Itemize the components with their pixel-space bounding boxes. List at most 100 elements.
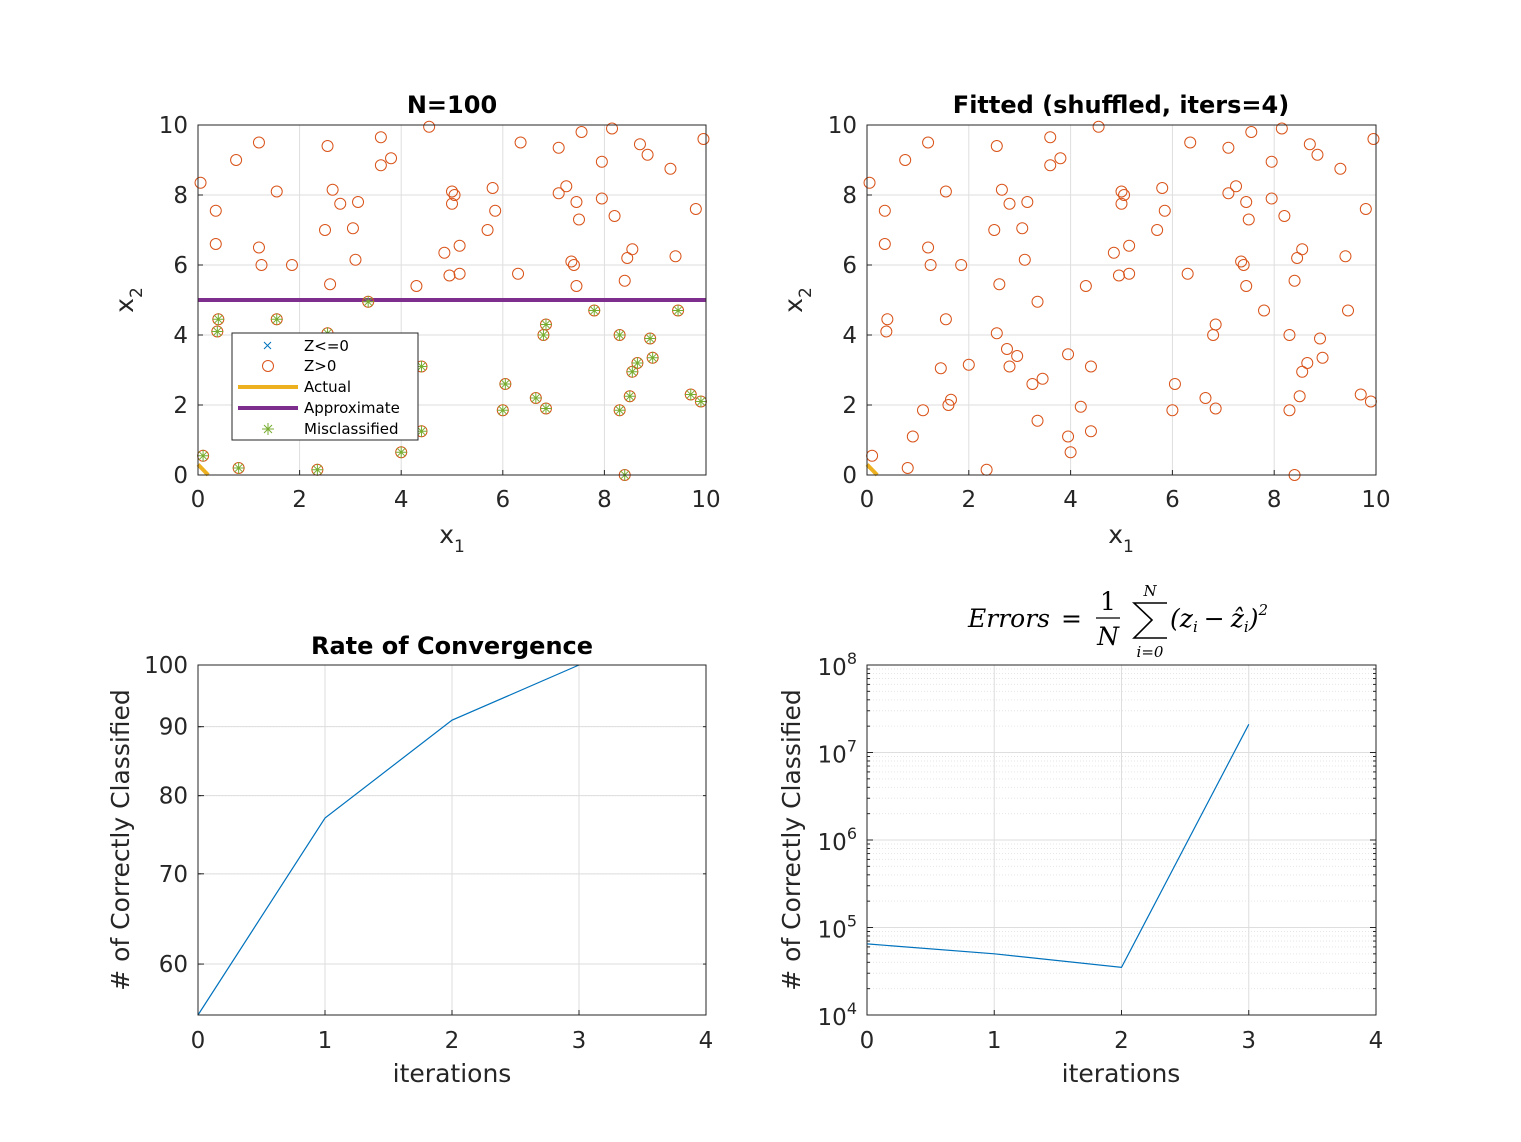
formula-sigma	[1131, 602, 1167, 639]
data-marks	[194, 120, 710, 481]
point-z-pos	[1054, 152, 1067, 165]
line-panel-convergence: 0 1 2 3 4 60 70 80 90 100 Rate of Convergence ite…	[106, 632, 713, 1088]
point-z-pos	[1158, 204, 1171, 217]
point-misclassified	[362, 295, 375, 308]
point-z-pos	[1151, 224, 1164, 236]
point-z-pos	[252, 136, 265, 149]
axes-box	[197, 124, 707, 476]
legend: Z<=0 Z>0 Actual Approximate Misclassifie…	[231, 332, 419, 441]
point-z-pos	[1123, 239, 1136, 252]
formula-sub-i-2: i	[1244, 618, 1249, 636]
point-z-pos	[1003, 197, 1016, 210]
point-z-pos	[1184, 136, 1197, 149]
point-z-pos	[1222, 141, 1235, 154]
point-misclassified	[626, 365, 639, 378]
point-z-pos	[1283, 329, 1296, 341]
x-tick-label: 3	[1241, 1028, 1256, 1054]
point-misclassified	[529, 392, 542, 404]
y-axis-label: x2	[110, 287, 147, 313]
point-z-pos	[906, 430, 919, 443]
x-axis-label-base: x	[1108, 520, 1123, 549]
point-z-pos	[1303, 138, 1316, 151]
axes-box	[866, 124, 1377, 476]
point-z-pos	[446, 197, 458, 210]
legend-label: Z>0	[304, 357, 336, 375]
point-z-pos	[1311, 148, 1324, 161]
y-tick-label: 6	[173, 253, 188, 279]
actual-boundary-line	[196, 463, 210, 477]
point-z-pos	[934, 362, 947, 375]
point-misclassified	[232, 462, 245, 474]
point-z-pos	[1036, 372, 1049, 385]
y-axis-label: x2	[779, 287, 816, 313]
point-z-pos	[1278, 210, 1291, 222]
point-z-pos	[922, 241, 935, 254]
point-z-pos	[570, 280, 583, 292]
point-z-pos	[1367, 133, 1380, 145]
point-z-pos	[319, 224, 331, 236]
point-z-pos	[374, 159, 387, 172]
point-z-pos	[1181, 267, 1194, 280]
point-z-pos	[560, 180, 573, 193]
series-line	[866, 724, 1250, 969]
grid-lines	[866, 664, 1377, 1016]
data-marks	[866, 724, 1250, 969]
x-axis-label: x1	[439, 520, 465, 557]
point-z-pos	[552, 141, 565, 154]
y-tick-label: 60	[159, 952, 188, 978]
y-tick-base: 10	[818, 743, 847, 769]
point-z-pos	[608, 210, 621, 222]
scatter-panel-fitted: 0 2 4 6 8 10 0 2 4 6 8 10 Fitted (shuffled, iters=4…	[779, 91, 1391, 557]
point-z-pos	[899, 154, 912, 166]
point-misclassified	[588, 304, 601, 317]
point-z-pos	[1000, 343, 1013, 355]
y-tick-base: 10	[818, 1005, 847, 1031]
point-misclassified	[644, 332, 657, 345]
x-tick-label: 4	[699, 1028, 714, 1054]
formula-sub-i: i	[1193, 618, 1198, 636]
x-tick-label: 0	[860, 1028, 875, 1054]
y-tick-exponent: 8	[847, 649, 857, 668]
point-z-pos	[1291, 252, 1304, 264]
x-axis-label: x1	[1108, 520, 1134, 557]
point-z-pos	[633, 138, 646, 151]
y-tick-label: 6	[842, 253, 857, 279]
x-tick-label: 8	[1267, 487, 1282, 513]
point-misclassified	[539, 318, 552, 331]
point-misclassified	[496, 404, 509, 417]
point-z-pos	[924, 259, 937, 271]
point-z-pos	[1240, 280, 1253, 292]
data-marks	[197, 664, 580, 1016]
point-misclassified	[646, 351, 659, 364]
legend-entry-misclassified: Misclassified	[262, 420, 399, 438]
point-z-pos	[438, 246, 451, 259]
point-z-pos	[1296, 243, 1309, 256]
point-z-pos	[689, 203, 702, 215]
x-tick-label: 2	[1114, 1028, 1129, 1054]
point-z-pos	[1031, 295, 1044, 308]
point-z-pos	[1064, 446, 1077, 459]
y-tick-exponent: 6	[847, 824, 857, 843]
y-tick-base: 10	[818, 655, 847, 681]
point-z-pos	[346, 222, 359, 235]
formula-power: 2	[1257, 601, 1268, 619]
point-z-pos	[1074, 400, 1087, 413]
formula-term: (zi − ẑi)2	[1170, 601, 1268, 636]
x-tick-label: 0	[191, 1028, 206, 1054]
point-z-pos	[552, 187, 565, 200]
point-z-pos	[446, 185, 458, 198]
x-axis-label: iterations	[393, 1059, 512, 1088]
chart-title: N=100	[407, 91, 497, 119]
x-tick-label: 10	[1361, 487, 1390, 513]
point-z-pos	[514, 136, 527, 149]
point-z-pos	[944, 393, 957, 406]
x-tick-label: 0	[860, 487, 875, 513]
point-z-pos	[324, 278, 337, 291]
point-z-pos	[1021, 196, 1034, 208]
point-misclassified	[539, 402, 552, 415]
point-z-pos	[1235, 255, 1248, 268]
legend-label: Z<=0	[304, 337, 349, 355]
point-z-pos	[1230, 180, 1243, 193]
point-z-pos	[995, 183, 1008, 196]
point-z-pos	[209, 238, 222, 250]
